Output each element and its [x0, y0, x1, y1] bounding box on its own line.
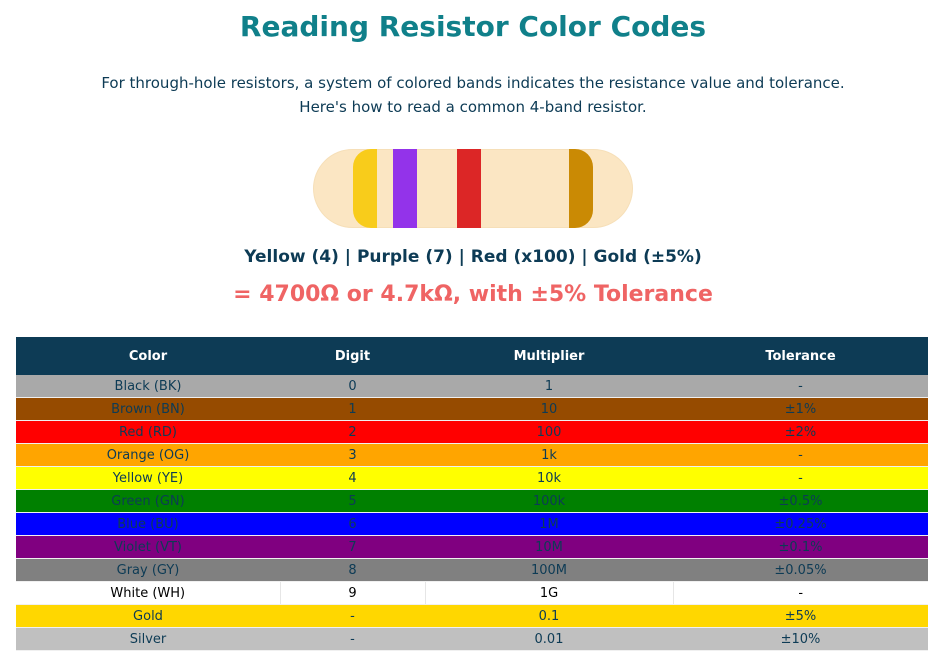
cell-digit: 3: [280, 443, 425, 467]
table-row: Yellow (YE) 4 10k -: [16, 466, 928, 490]
cell-multiplier: 0.01: [425, 627, 673, 651]
table-row: Blue (BU) 6 1M ±0.25%: [16, 512, 928, 536]
cell-color: Green (GN): [16, 489, 280, 513]
cell-color: Gold: [16, 604, 280, 628]
cell-color: White (WH): [16, 581, 280, 605]
cell-color: Brown (BN): [16, 397, 280, 421]
intro-line-2: Here's how to read a common 4-band resis…: [299, 98, 647, 116]
band-4: [569, 149, 593, 228]
cell-digit: 6: [280, 512, 425, 536]
cell-digit: -: [280, 604, 425, 628]
cell-tolerance: ±0.05%: [673, 558, 928, 582]
separator: |: [344, 247, 352, 267]
cell-digit: -: [280, 627, 425, 651]
table-row: Red (RD) 2 100 ±2%: [16, 420, 928, 444]
cell-digit: 5: [280, 489, 425, 513]
cell-digit: 0: [280, 375, 425, 398]
cell-tolerance: -: [673, 375, 928, 398]
formula-band-2: Purple (7): [356, 247, 453, 267]
column-header-color: Color: [16, 337, 280, 375]
cell-digit: 4: [280, 466, 425, 490]
cell-tolerance: ±5%: [673, 604, 928, 628]
separator: |: [458, 247, 465, 267]
cell-tolerance: ±0.25%: [673, 512, 928, 536]
result-text: = 4700Ω or 4.7kΩ, with ±5% Tolerance: [233, 282, 713, 307]
cell-color: Yellow (YE): [16, 466, 280, 490]
band-formula: Yellow (4) | Purple (7) | Red (x100) | G…: [0, 247, 946, 267]
column-header-multiplier: Multiplier: [425, 337, 673, 375]
table-row: Green (GN) 5 100k ±0.5%: [16, 489, 928, 513]
cell-tolerance: -: [672, 581, 928, 605]
table-row: Orange (OG) 3 1k -: [16, 443, 928, 467]
separator: |: [581, 247, 588, 267]
cell-multiplier: 100: [425, 420, 673, 444]
formula-band-3: Red (x100): [470, 247, 576, 267]
intro-text: For through-hole resistors, a system of …: [0, 71, 946, 119]
cell-color: Red (RD): [16, 420, 280, 444]
cell-tolerance: ±10%: [673, 627, 928, 651]
band-2: [393, 149, 417, 228]
cell-multiplier: 100M: [425, 558, 673, 582]
table-header-row: Color Digit Multiplier Tolerance: [16, 337, 928, 375]
cell-multiplier: 1: [425, 375, 673, 398]
cell-color: Gray (GY): [16, 558, 280, 582]
cell-digit: 9: [279, 581, 425, 605]
cell-tolerance: -: [673, 443, 928, 467]
formula-band-1: Yellow (4): [244, 247, 339, 267]
cell-multiplier: 1k: [425, 443, 673, 467]
table-row: Black (BK) 0 1-: [16, 375, 928, 398]
table-row: Gray (GY) 8 100M ±0.05%: [16, 558, 928, 582]
table-row: Gold -0.1 ±5%: [16, 604, 928, 628]
cell-color: Violet (VT): [16, 535, 280, 559]
intro-line-1: For through-hole resistors, a system of …: [101, 74, 845, 92]
cell-tolerance: ±1%: [673, 397, 928, 421]
page-title: Reading Resistor Color Codes: [239, 10, 707, 43]
cell-color: Silver: [16, 627, 280, 651]
cell-digit: 8: [280, 558, 425, 582]
cell-digit: 2: [280, 420, 425, 444]
table-row: White (WH) 9 1G -: [16, 581, 928, 605]
cell-tolerance: ±2%: [673, 420, 928, 444]
band-1: [353, 149, 377, 228]
band-3: [457, 149, 481, 228]
cell-tolerance: -: [673, 466, 928, 490]
cell-multiplier: 100k: [425, 489, 673, 513]
cell-multiplier: 10k: [425, 466, 673, 490]
cell-digit: 7: [280, 535, 425, 559]
cell-tolerance: ±0.5%: [673, 489, 928, 513]
cell-multiplier: 1M: [425, 512, 673, 536]
table-row: Silver -0.01 ±10%: [16, 627, 928, 651]
column-header-digit: Digit: [280, 337, 425, 375]
column-header-tolerance: Tolerance: [673, 337, 928, 375]
resistor-illustration: [313, 149, 633, 228]
formula-band-4: Gold (±5%): [593, 247, 702, 267]
cell-digit: 1: [280, 397, 425, 421]
cell-multiplier: 0.1: [425, 604, 673, 628]
table-row: Brown (BN) 1 10 ±1%: [16, 397, 928, 421]
cell-color: Black (BK): [16, 375, 280, 398]
cell-color: Blue (BU): [16, 512, 280, 536]
color-code-table: Color Digit Multiplier Tolerance Black (BK)…: [16, 337, 928, 651]
cell-multiplier: 10: [425, 397, 673, 421]
cell-color: Orange (OG): [16, 443, 280, 467]
cell-multiplier: 1G: [424, 581, 673, 605]
cell-multiplier: 10M: [425, 535, 673, 559]
cell-tolerance: ±0.1%: [673, 535, 928, 559]
table-row: Violet (VT) 7 10M ±0.1%: [16, 535, 928, 559]
